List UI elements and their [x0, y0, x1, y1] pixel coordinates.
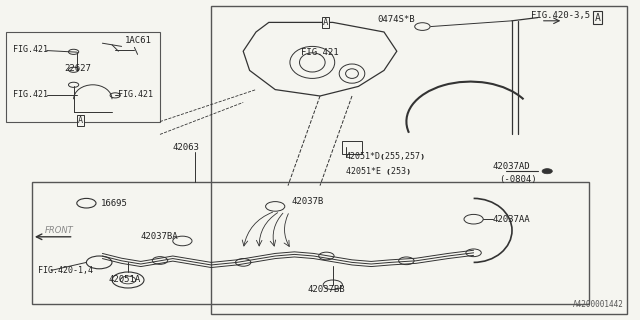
Text: A4200001442: A4200001442 [573, 300, 624, 309]
Text: 42037BA: 42037BA [141, 232, 179, 241]
Bar [211, 6, 627, 314]
Text: A: A [77, 116, 83, 124]
Text: (-0804): (-0804) [499, 175, 537, 184]
Text: FIG.421: FIG.421 [13, 90, 48, 99]
Text: 42037BB: 42037BB [307, 285, 345, 294]
Text: FIG.421: FIG.421 [13, 45, 48, 54]
Text: 1AC61: 1AC61 [125, 36, 152, 44]
Text: 16695: 16695 [101, 199, 128, 208]
Text: 42037AA: 42037AA [493, 215, 531, 224]
Circle shape [542, 169, 552, 174]
Text: FRONT: FRONT [45, 226, 74, 235]
Bar [6, 32, 160, 122]
Text: 22627: 22627 [64, 64, 91, 73]
Text: FIG.420-1,4: FIG.420-1,4 [38, 266, 93, 275]
Text: 42037AD: 42037AD [493, 162, 531, 171]
Text: FIG.421: FIG.421 [301, 48, 339, 57]
Text: FIG.420-3,5: FIG.420-3,5 [531, 11, 590, 20]
Bar [342, 141, 362, 154]
Text: A: A [323, 18, 328, 27]
Text: FIG.421: FIG.421 [118, 90, 154, 99]
Text: 42051A: 42051A [109, 276, 141, 284]
Text: 42037B: 42037B [291, 197, 323, 206]
Text: 42051*D❪255,257❫: 42051*D❪255,257❫ [346, 152, 426, 161]
Bar [32, 182, 589, 304]
Text: A: A [595, 12, 601, 23]
Text: 42051*E ❪253❫: 42051*E ❪253❫ [346, 167, 411, 176]
Text: 42063: 42063 [173, 143, 200, 152]
Text: 0474S*B: 0474S*B [378, 15, 415, 24]
